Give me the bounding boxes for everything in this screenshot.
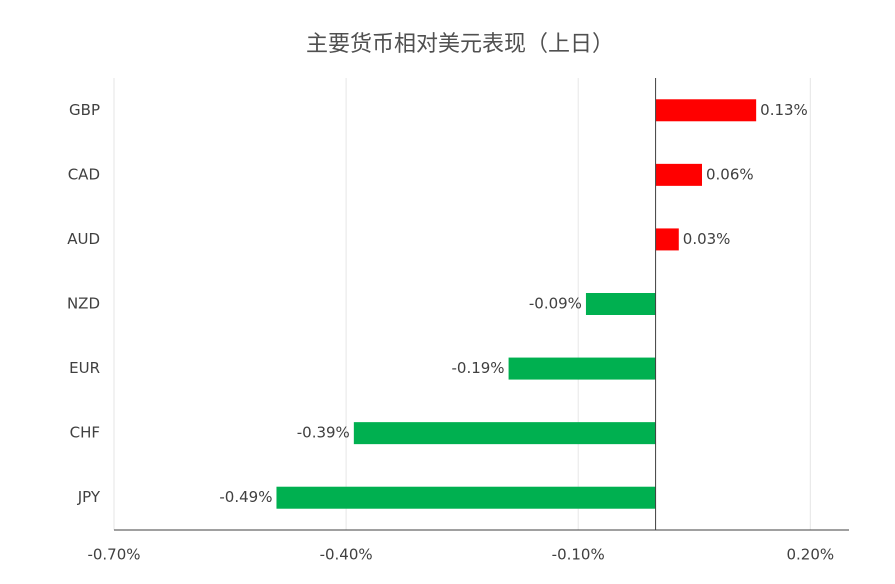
x-tick-label: -0.70% [87,546,140,564]
y-tick-label: EUR [69,359,100,377]
data-label: -0.09% [529,295,582,313]
y-tick-label: AUD [67,230,100,248]
bar [353,422,656,445]
data-label: -0.49% [219,488,272,506]
bar [276,486,656,509]
y-tick-label: JPY [77,488,101,506]
data-label: -0.39% [297,424,350,442]
bar [655,163,702,186]
x-tick-label: 0.20% [786,546,834,564]
data-label: -0.19% [452,359,505,377]
bar [655,99,757,122]
y-tick-label: GBP [69,101,100,119]
bar [585,293,656,315]
x-tick-label: -0.40% [320,546,373,564]
y-tick-label: CAD [68,165,100,183]
chart-title: 主要货币相对美元表现（上日） [306,32,614,57]
y-tick-label: CHF [70,424,100,442]
data-label: 0.03% [683,230,731,248]
data-label: 0.13% [760,101,808,119]
x-tick-label: -0.10% [552,546,605,564]
data-label: 0.06% [706,165,754,183]
bar [655,228,679,251]
y-tick-label: NZD [67,295,100,313]
bar [508,357,656,380]
